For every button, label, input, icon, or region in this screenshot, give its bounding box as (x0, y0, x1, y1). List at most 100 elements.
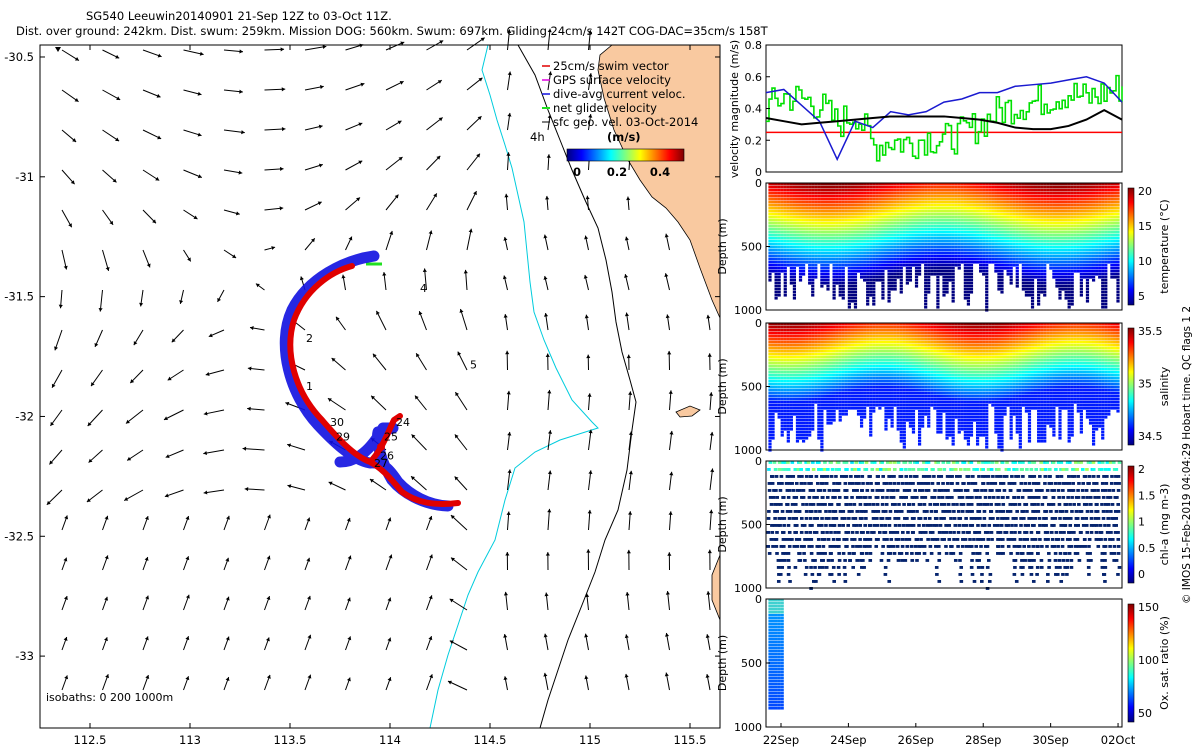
land-south (711, 554, 720, 621)
day-label-1: 2 (306, 332, 313, 345)
map-xtick-4: 114.5 (474, 733, 507, 747)
map-xtick-0: 112.5 (74, 733, 107, 747)
profile-salinity-ytick-0: 0 (755, 317, 762, 330)
vel-ytick-4: 0.8 (745, 39, 763, 52)
profile-temperature-ylabel: Depth (m) (716, 218, 729, 274)
profile-salinity-ylabel: Depth (m) (716, 358, 729, 414)
start-marker (55, 47, 61, 52)
profile-temperature-ytick-2: 1000 (734, 304, 762, 317)
velocity-panel: velocity magnitude (m/s) 0 0.2 0.4 0.6 0.8 (728, 39, 1123, 179)
profile-chla-cbtick-0: 0 (1138, 568, 1145, 581)
header-line1: SG540 Leeuwin20140901 21-Sep 12Z to 03-O… (86, 9, 392, 23)
map-legend: 25cm/s swim vector GPS surface velocity … (530, 59, 698, 179)
profile-salinity: 0 500 1000 Depth (m) 34.5 35 35.5 salinity (716, 317, 1171, 457)
swim-vector-track (287, 263, 461, 507)
map-ytick-2: -31.5 (4, 290, 34, 304)
profile-salinity-cblabel: salinity (1158, 366, 1171, 406)
colorbar-title: (m/s) (607, 130, 641, 144)
day-label-2: 4 (420, 282, 427, 295)
profile-chla-cbtick-2: 1 (1138, 516, 1145, 529)
profile-xtick-5: 02Oct (1101, 733, 1136, 747)
dive-avg-current-track (279, 250, 454, 512)
map-ytick-4: -32.5 (4, 529, 34, 543)
colorbar-tick-0: 0 (573, 165, 581, 179)
current-vectors (46, 28, 715, 691)
colorbar-tick-1: 0.2 (607, 165, 627, 179)
profile-salinity-cbtick-0: 34.5 (1138, 430, 1163, 443)
map-ticks: 112.5 113 113.5 114 114.5 115 115.5 -30.5 -31 -31… (4, 45, 720, 747)
profile-xtick-2: 26Sep (898, 733, 934, 747)
track-end-marker (377, 443, 385, 451)
map-ytick-1: -31 (15, 170, 34, 184)
profile-xtick-3: 28Sep (965, 733, 1001, 747)
colorbar-tick-2: 0.4 (650, 165, 670, 179)
profile-temperature-ytick-1: 500 (741, 241, 762, 254)
profile-xtick-4: 30Sep (1032, 733, 1068, 747)
profile-oxygen-cbtick-0: 50 (1138, 707, 1152, 720)
profile-temperature-cbtick-2: 15 (1138, 220, 1152, 233)
day-label-3: 5 (470, 359, 477, 372)
map-ytick-3: -32 (15, 409, 34, 423)
map-colorbar (566, 148, 685, 162)
day-label-8: 29 (336, 430, 350, 443)
profile-oxygen: 0 500 1000 Depth (m) 50 100 150 Ox. sat. ratio … (716, 593, 1171, 747)
island (675, 405, 701, 418)
profile-oxygen-colorbar (1127, 603, 1135, 723)
vel-ytick-2: 0.4 (745, 103, 763, 116)
profile-xtick-1: 24Sep (830, 733, 866, 747)
day-label-7: 27 (374, 457, 388, 470)
legend-swim: 25cm/s swim vector (553, 59, 669, 73)
vel-ytick-0: 0 (755, 166, 762, 179)
profile-oxygen-ytick-2: 1000 (734, 721, 762, 734)
day-label-9: 30 (330, 416, 344, 429)
map-xtick-3: 114 (379, 733, 401, 747)
map-ytick-0: -30.5 (4, 50, 34, 64)
profile-chla: 0 500 1000 Depth (m) 0 0.5 1 1.5 2 chl-a (mg m-3) (716, 455, 1171, 595)
vel-series-2 (765, 108, 1123, 131)
velocity-ylabel: velocity magnitude (m/s) (728, 40, 741, 178)
profile-oxygen-cbtick-1: 100 (1138, 654, 1159, 667)
legend-geo: sfc geo. vel. 03-Oct-2014 (553, 115, 698, 129)
day-label-0: 1 (306, 380, 313, 393)
map-xtick-5: 115 (579, 733, 601, 747)
profile-salinity-ytick-1: 500 (741, 381, 762, 394)
vel-series-1 (765, 75, 1123, 162)
legend-net: net glider velocity (553, 101, 657, 115)
profile-temperature-cblabel: temperature (°C) (1158, 199, 1171, 293)
land-area (597, 45, 720, 319)
profile-chla-cbtick-1: 0.5 (1138, 542, 1156, 555)
profile-temperature-cbtick-3: 20 (1138, 185, 1152, 198)
profile-xtick-0: 22Sep (763, 733, 799, 747)
map-xtick-1: 113 (179, 733, 201, 747)
profile-chla-cbtick-3: 1.5 (1138, 489, 1156, 502)
profile-chla-ylabel: Depth (m) (716, 496, 729, 552)
header-line2: Dist. over ground: 242km. Dist. swum: 25… (16, 24, 769, 38)
profile-temperature-cbtick-0: 5 (1138, 290, 1145, 303)
profile-oxygen-cbtick-2: 150 (1138, 601, 1159, 614)
scale-label: 4h (530, 130, 545, 144)
profile-salinity-cbtick-1: 35 (1138, 378, 1152, 391)
profile-salinity-cbtick-2: 35.5 (1138, 325, 1163, 338)
isobath-200 (429, 45, 599, 728)
day-label-4: 24 (396, 416, 410, 429)
profile-temperature-colorbar (1127, 187, 1135, 306)
map-xtick-6: 115.5 (674, 733, 707, 747)
profile-chla-colorbar (1127, 465, 1135, 584)
profile-temperature-ytick-0: 0 (755, 177, 762, 190)
legend-gps: GPS surface velocity (553, 73, 671, 87)
footer-note: © IMOS 15-Feb-2019 04:04:29 Hobart time.… (1181, 306, 1193, 604)
profile-chla-cbtick-4: 2 (1138, 463, 1145, 476)
profile-oxygen-ylabel: Depth (m) (716, 635, 729, 691)
profile-chla-ytick-0: 0 (755, 455, 762, 468)
profile-salinity-colorbar (1127, 327, 1135, 446)
profile-temperature-cbtick-1: 10 (1138, 255, 1152, 268)
vel-series-0 (766, 74, 1123, 162)
day-label-6: 26 (380, 450, 394, 463)
profile-temperature: 0 500 1000 Depth (m) 5 10 15 20 temperature (°C) (716, 177, 1171, 317)
vel-ytick-3: 0.6 (745, 71, 763, 84)
profile-salinity-ytick-2: 1000 (734, 444, 762, 457)
